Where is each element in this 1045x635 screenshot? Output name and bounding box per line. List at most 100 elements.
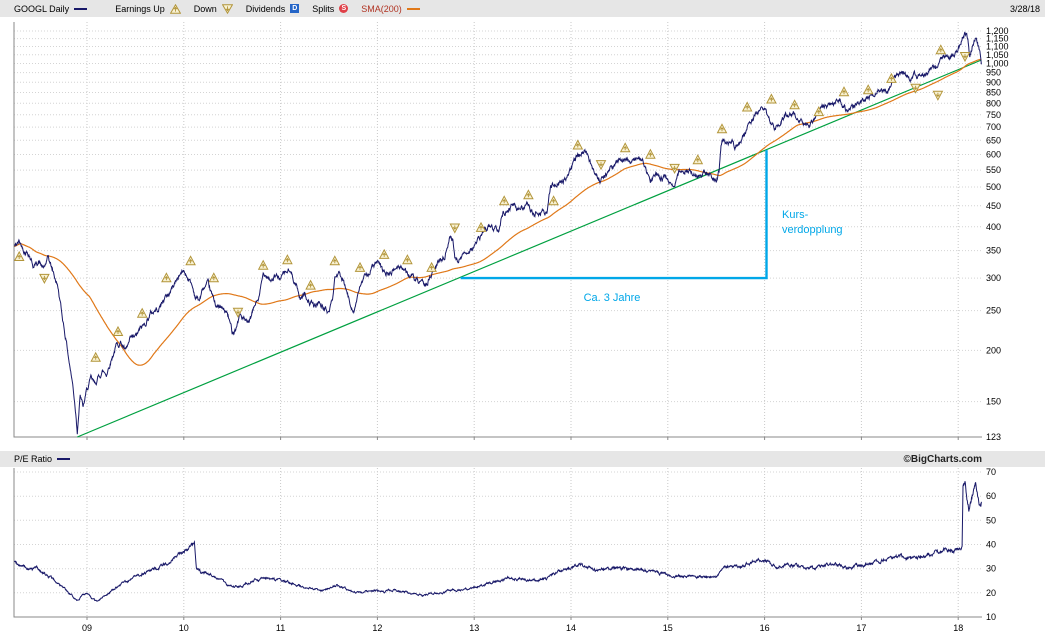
split-badge-icon: S bbox=[339, 4, 349, 13]
earnings-down-marker bbox=[910, 83, 921, 94]
splits-label: Splits bbox=[312, 3, 335, 14]
earnings-up-marker bbox=[402, 254, 413, 265]
pe-axis-label: 70 bbox=[986, 467, 996, 477]
annotation-kurs-line1: Kurs- bbox=[782, 209, 809, 221]
pe-axis-label: 60 bbox=[986, 491, 996, 501]
pe-panel-axes bbox=[13, 468, 982, 618]
earnings-up-marker bbox=[378, 248, 390, 259]
pe-axis-label: 30 bbox=[986, 564, 996, 574]
earnings-up-marker bbox=[257, 259, 269, 270]
price-axis-label: 550 bbox=[986, 165, 1001, 175]
price-axis-label: 1,000 bbox=[986, 59, 1009, 69]
symbol-legend: GOOGL Daily bbox=[14, 3, 88, 14]
earnings-down-label: Down bbox=[193, 3, 217, 14]
earnings-up-marker bbox=[329, 255, 341, 266]
earnings-up-marker bbox=[741, 101, 753, 112]
earnings-down-marker bbox=[669, 163, 680, 174]
earnings-up-marker bbox=[886, 72, 897, 83]
earnings-up-label: Earnings Up bbox=[115, 3, 165, 14]
price-axis-label: 800 bbox=[986, 98, 1001, 108]
earnings-up-marker bbox=[90, 351, 102, 362]
price-axis-label: 300 bbox=[986, 273, 1001, 283]
earnings-down-marker bbox=[959, 52, 971, 63]
pe-axis-label: 10 bbox=[986, 612, 996, 622]
price-axis-label: 123 bbox=[986, 432, 1001, 442]
price-axis-label: 1,200 bbox=[986, 26, 1009, 36]
sma-legend: SMA(200) bbox=[361, 4, 420, 14]
support-trendline bbox=[77, 59, 982, 438]
x-axis-year-label: 17 bbox=[856, 623, 866, 633]
pe-line bbox=[13, 481, 982, 602]
earnings-up-marker bbox=[548, 195, 559, 206]
x-axis-year-label: 14 bbox=[566, 623, 576, 633]
x-axis-year-label: 15 bbox=[663, 623, 673, 633]
annotation-kurs-line2: verdopplung bbox=[782, 224, 843, 236]
price-axis-label: 350 bbox=[986, 246, 1001, 256]
x-axis-year-label: 16 bbox=[760, 623, 770, 633]
sma-200-line bbox=[14, 58, 982, 366]
dividend-badge-icon: D bbox=[290, 4, 300, 13]
dividends-label: Dividends bbox=[245, 3, 286, 14]
pe-line-swatch bbox=[57, 458, 71, 460]
earnings-up-marker bbox=[112, 325, 124, 336]
chart-header-bar: GOOGL Daily Earnings Up Down Dividends D… bbox=[0, 0, 1045, 17]
dividends-legend: Dividends D bbox=[246, 4, 300, 14]
price-axis-label: 150 bbox=[986, 397, 1001, 407]
earnings-up-marker bbox=[766, 93, 777, 104]
earnings-up-marker bbox=[498, 195, 510, 206]
earnings-down-marker bbox=[932, 90, 944, 101]
main-panel-axes bbox=[13, 22, 982, 438]
x-axis-year-label: 13 bbox=[469, 623, 479, 633]
x-axis-year-label: 09 bbox=[82, 623, 92, 633]
earnings-down-marker bbox=[595, 160, 607, 171]
bigcharts-copyright: ©BigCharts.com bbox=[903, 453, 983, 465]
price-axis-label: 650 bbox=[986, 135, 1001, 145]
earnings-up-marker bbox=[692, 154, 704, 165]
price-axis-label: 450 bbox=[986, 201, 1001, 211]
price-axis-label: 700 bbox=[986, 122, 1001, 132]
splits-legend: Splits S bbox=[312, 3, 349, 14]
pe-axis-label: 40 bbox=[986, 540, 996, 550]
measure-bracket bbox=[460, 150, 768, 280]
pe-ratio-bar: P/E Ratio ©BigCharts.com bbox=[0, 451, 1045, 467]
earnings-up-marker bbox=[645, 148, 656, 159]
earnings-up-marker bbox=[282, 254, 293, 265]
earnings-down-legend: Down bbox=[194, 4, 233, 14]
earnings-up-icon bbox=[169, 3, 181, 14]
pe-ratio-legend: P/E Ratio bbox=[14, 454, 71, 464]
price-axis-label: 200 bbox=[986, 345, 1001, 355]
symbol-label: GOOGL Daily bbox=[14, 3, 70, 14]
earnings-up-marker bbox=[813, 106, 825, 117]
earnings-up-marker bbox=[572, 139, 584, 150]
pe-axis-label: 50 bbox=[986, 515, 996, 525]
earnings-up-marker bbox=[13, 250, 25, 261]
earnings-down-marker bbox=[232, 307, 244, 318]
price-axis-label: 250 bbox=[986, 306, 1001, 316]
earnings-up-marker bbox=[935, 44, 947, 55]
earnings-up-marker bbox=[716, 123, 728, 134]
earnings-up-marker bbox=[838, 86, 850, 97]
price-axis-label: 1,150 bbox=[986, 34, 1009, 44]
earnings-up-marker bbox=[354, 261, 366, 272]
price-axis-label: 1,100 bbox=[986, 42, 1009, 52]
earnings-up-marker bbox=[136, 307, 148, 318]
sma-line-swatch bbox=[406, 7, 420, 10]
price-axis-label: 750 bbox=[986, 110, 1001, 120]
earnings-up-marker bbox=[185, 255, 196, 266]
earnings-up-marker bbox=[305, 279, 316, 290]
earnings-up-marker bbox=[619, 142, 631, 153]
x-axis-year-label: 10 bbox=[179, 623, 189, 633]
earnings-up-marker bbox=[426, 261, 437, 272]
price-axis-label: 1,050 bbox=[986, 50, 1009, 60]
earnings-up-marker bbox=[208, 272, 220, 283]
price-axis-label: 500 bbox=[986, 182, 1001, 192]
earnings-up-marker bbox=[789, 99, 800, 110]
earnings-down-icon bbox=[221, 3, 233, 14]
earnings-up-marker bbox=[523, 189, 534, 200]
earnings-up-marker bbox=[862, 84, 874, 95]
earnings-down-marker bbox=[449, 223, 461, 234]
price-line-swatch bbox=[74, 7, 88, 10]
earnings-up-marker bbox=[161, 272, 172, 283]
chart-graphics: 09 10 11 12 13 14 15 16 17 18 1,2001,1501,1001,050… bbox=[13, 22, 1009, 633]
